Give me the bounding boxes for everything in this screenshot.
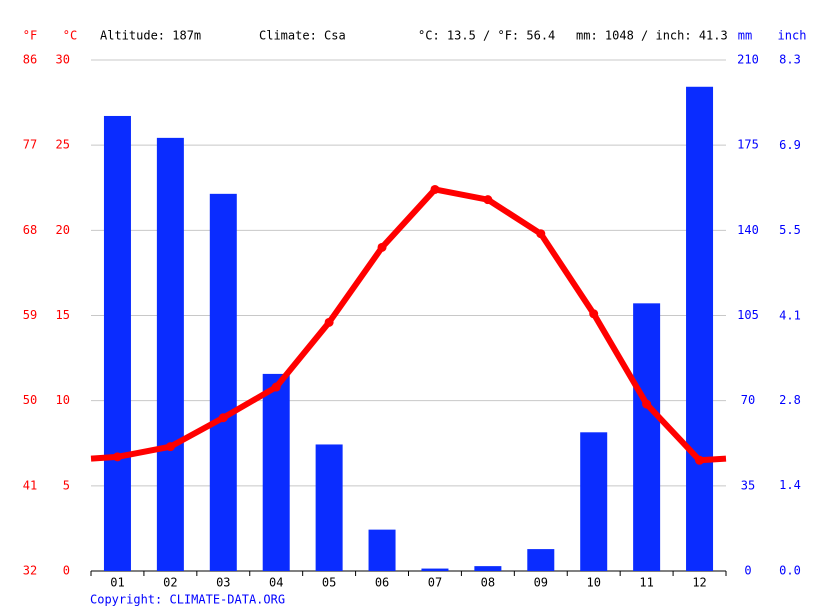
unit-label: °F <box>23 29 37 43</box>
y-tick-label: 25 <box>56 138 70 152</box>
line-wrap <box>90 453 727 464</box>
y-tick-label: 70 <box>741 393 755 407</box>
line-marker <box>483 195 493 205</box>
x-tick-label: 04 <box>269 576 283 590</box>
y-tick-label: 68 <box>23 223 37 237</box>
y-tick-label: 77 <box>23 138 37 152</box>
y-tick-label: 8.3 <box>779 53 801 67</box>
unit-label: °C <box>63 29 77 43</box>
info-text: °C: 13.5 / °F: 56.4 <box>418 29 555 43</box>
bar <box>580 432 608 571</box>
bar <box>368 529 396 571</box>
y-tick-label: 0.0 <box>779 564 801 578</box>
x-tick-label: 09 <box>534 576 548 590</box>
y-tick-label: 175 <box>737 138 759 152</box>
bar <box>209 193 237 572</box>
y-tick-label: 35 <box>741 478 755 492</box>
y-tick-label: 5 <box>63 478 70 492</box>
copyright: Copyright: CLIMATE-DATA.ORG <box>90 593 285 607</box>
line-marker <box>642 399 652 409</box>
y-tick-label: 5.5 <box>779 223 801 237</box>
y-tick-label: 86 <box>23 53 37 67</box>
y-tick-label: 1.4 <box>779 478 801 492</box>
x-tick-label: 01 <box>110 576 124 590</box>
line-marker <box>695 455 705 465</box>
info-text: Altitude: 187m <box>100 29 201 43</box>
x-tick-label: 06 <box>375 576 389 590</box>
info-text: Climate: Csa <box>259 29 346 43</box>
y-tick-label: 10 <box>56 393 70 407</box>
x-tick-label: 05 <box>322 576 336 590</box>
bar <box>315 444 343 571</box>
bar <box>633 303 661 571</box>
line-marker <box>589 309 599 319</box>
y-tick-label: 41 <box>23 478 37 492</box>
x-tick-label: 12 <box>692 576 706 590</box>
line-marker <box>324 317 334 327</box>
bar <box>262 373 290 571</box>
x-tick-label: 10 <box>586 576 600 590</box>
unit-label: mm <box>738 29 752 43</box>
y-tick-label: 140 <box>737 223 759 237</box>
y-tick-label: 30 <box>56 53 70 67</box>
y-tick-label: 20 <box>56 223 70 237</box>
y-tick-label: 4.1 <box>779 308 801 322</box>
line-marker <box>430 184 440 194</box>
y-tick-label: 2.8 <box>779 393 801 407</box>
y-tick-label: 0 <box>744 564 751 578</box>
line-marker <box>112 452 122 462</box>
info-text: mm: 1048 / inch: 41.3 <box>576 29 728 43</box>
bar <box>686 86 714 572</box>
bar <box>474 566 502 571</box>
bar <box>103 115 131 571</box>
x-tick-label: 08 <box>481 576 495 590</box>
y-tick-label: 32 <box>23 564 37 578</box>
line-marker <box>218 413 228 423</box>
y-tick-label: 15 <box>56 308 70 322</box>
unit-label: inch <box>778 29 807 43</box>
y-tick-label: 0 <box>63 564 70 578</box>
x-tick-label: 07 <box>428 576 442 590</box>
bar <box>527 549 555 571</box>
y-tick-label: 50 <box>23 393 37 407</box>
line-marker <box>377 242 387 252</box>
line <box>116 186 702 463</box>
line-marker <box>536 229 546 239</box>
x-tick-label: 11 <box>639 576 653 590</box>
x-tick-label: 03 <box>216 576 230 590</box>
y-tick-label: 210 <box>737 53 759 67</box>
y-tick-label: 6.9 <box>779 138 801 152</box>
y-tick-label: 105 <box>737 308 759 322</box>
line-marker <box>165 442 175 452</box>
y-tick-label: 59 <box>23 308 37 322</box>
bar <box>156 137 184 571</box>
line-marker <box>271 382 281 392</box>
bar <box>421 568 449 571</box>
x-tick-label: 02 <box>163 576 177 590</box>
